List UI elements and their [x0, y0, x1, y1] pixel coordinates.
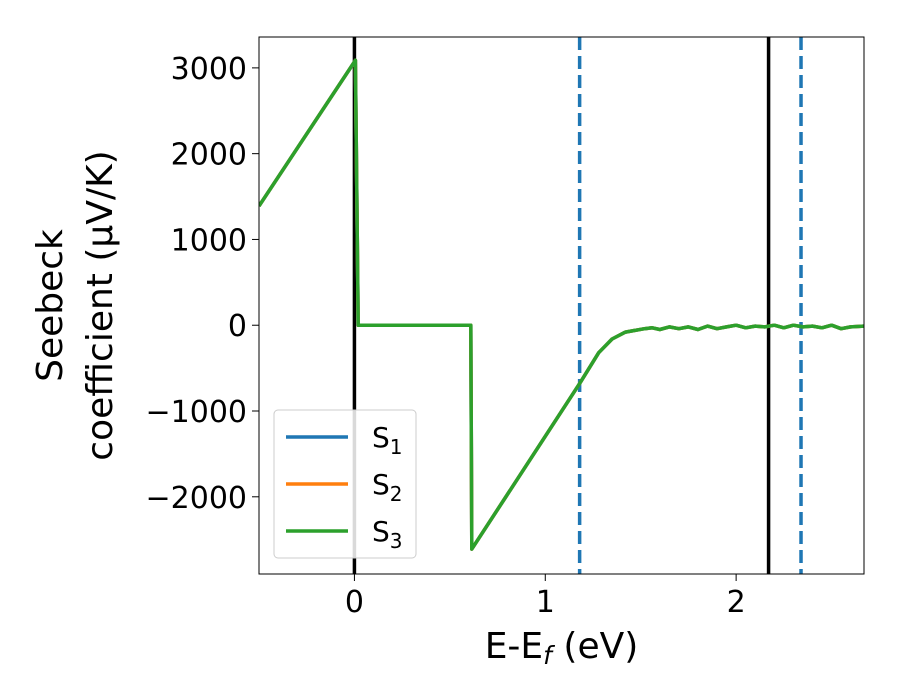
y-tick-label: 1000 [171, 223, 247, 258]
x-axis-label-main: E-E [485, 626, 543, 667]
x-tick-label: 2 [727, 585, 746, 620]
y-axis-label: Seebeck coefficient (μV/K) [30, 150, 121, 460]
y-tick-label: −2000 [146, 481, 247, 516]
legend-label-s1: S1 [372, 421, 403, 459]
series-layer [259, 58, 864, 551]
plot-frame [258, 36, 865, 575]
series-line-s3 [259, 58, 864, 551]
legend-label-s3: S3 [372, 515, 403, 553]
x-tick-label: 1 [536, 585, 555, 620]
reference-lines [352, 37, 803, 574]
y-tick-label: 3000 [171, 52, 247, 87]
x-axis-ticks: 0 1 2 [345, 574, 746, 620]
x-tick-label: 0 [345, 585, 364, 620]
y-axis-ticks: 3000 2000 1000 0 −1000 −2000 [146, 52, 259, 516]
y-tick-label: −1000 [146, 395, 247, 430]
legend: S1 S2 S3 [273, 409, 417, 559]
y-tick-label: 0 [228, 309, 247, 344]
legend-label-s2: S2 [372, 468, 403, 506]
x-axis-label: E-Ef (eV) [485, 626, 639, 670]
y-tick-label: 2000 [171, 138, 247, 173]
y-axis-label-line2: coefficient (μV/K) [80, 150, 121, 460]
x-axis-label-tail: (eV) [552, 626, 638, 667]
y-axis-label-line1: Seebeck [30, 229, 71, 382]
